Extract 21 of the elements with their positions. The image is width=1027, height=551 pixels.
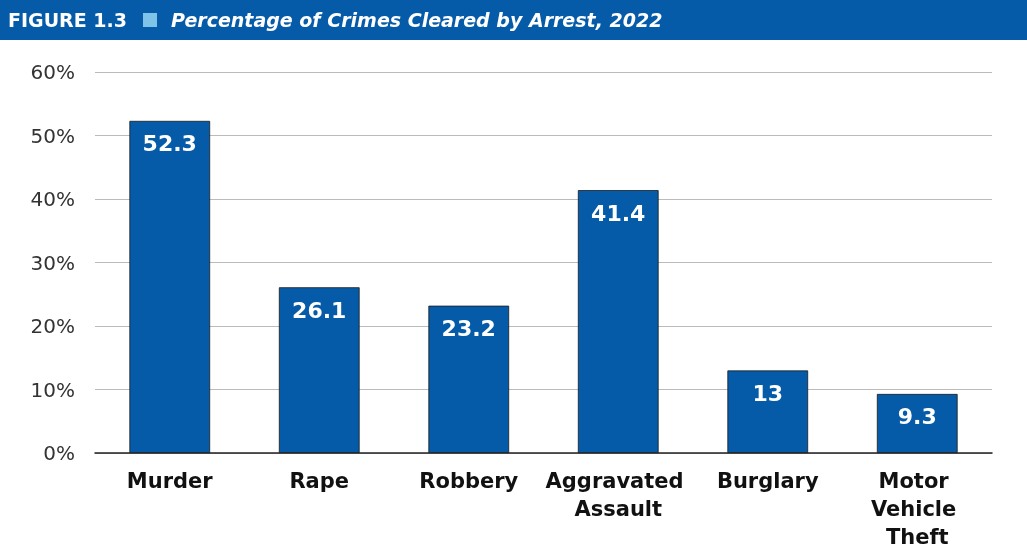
y-tick-label: 40%	[30, 187, 75, 211]
y-tick-label: 60%	[30, 60, 75, 84]
data-label: 52.3	[142, 131, 197, 157]
y-tick-label: 30%	[30, 250, 75, 275]
data-label: 26.1	[292, 297, 347, 323]
x-tick-label: Robbery	[419, 469, 519, 493]
x-tick-label: Rape	[289, 469, 350, 493]
x-tick-label: Motor Vehicle Theft	[870, 469, 964, 549]
data-label: 13	[752, 380, 784, 406]
chart-title: FIGURE 1.3	[8, 9, 127, 31]
x-tick-label: Aggravated Assault	[545, 469, 691, 521]
y-tick-label: 50%	[30, 123, 75, 148]
y-tick-label: 10%	[30, 377, 75, 402]
y-tick-label: 20%	[30, 314, 75, 338]
data-label: 23.2	[441, 316, 496, 342]
data-label: 41.4	[591, 200, 646, 226]
x-tick-label: Murder	[126, 469, 214, 493]
chart-subtitle: Percentage of Crimes Cleared by Arrest, 2022	[170, 9, 663, 31]
y-tick-label: 0%	[43, 441, 75, 465]
data-label: 9.3	[897, 404, 937, 430]
x-tick-label: Burglary	[716, 469, 819, 493]
